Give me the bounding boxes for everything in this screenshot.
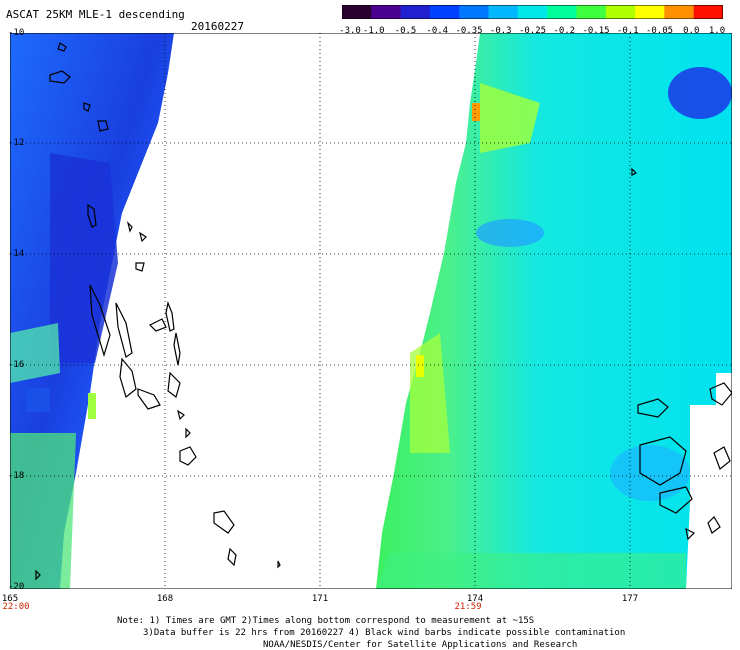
colorbar-segment — [429, 5, 460, 19]
colorbar-label: 0.0 — [683, 26, 700, 36]
colorbar-label: -0.5 — [394, 26, 417, 36]
lon-label: 165 — [1, 594, 19, 604]
lat-label: -18 — [8, 471, 25, 481]
colorbar-segment — [605, 5, 636, 19]
colorbar-label: -0.2 — [553, 26, 576, 36]
colorbar-segment — [342, 5, 372, 19]
lat-label: -14 — [8, 249, 25, 259]
map-graticule — [10, 33, 732, 589]
lon-label: 177 — [621, 594, 639, 604]
colorbar-label: -0.05 — [645, 26, 674, 36]
map-date: 20160227 — [191, 20, 244, 33]
footer-credit: NOAA/NESDIS/Center for Satellite Applica… — [263, 640, 578, 650]
colorbar-segment — [635, 5, 665, 19]
lon-label: 168 — [156, 594, 174, 604]
lon-label: 171 — [311, 594, 329, 604]
lat-label: -12 — [8, 138, 25, 148]
colorbar-segment — [576, 5, 607, 19]
colorbar-segment — [693, 5, 723, 19]
colorbar-label: -0.35 — [455, 26, 483, 36]
map-plot — [10, 33, 732, 589]
colorbar-label: -0.25 — [518, 26, 547, 36]
colorbar-label: -0.15 — [582, 26, 610, 36]
lat-label: -10 — [8, 28, 25, 38]
colorbar-label: -3.0 — [339, 26, 361, 36]
colorbar-segment — [459, 5, 490, 19]
colorbar-segment — [371, 5, 402, 19]
coastlines — [35, 42, 732, 581]
lat-label: -16 — [8, 360, 25, 370]
lon-label: 174 — [466, 594, 484, 604]
colorbar-segment — [547, 5, 577, 19]
colorbar-label: 1.0 — [708, 26, 726, 36]
colorbar-segment — [664, 5, 695, 19]
swath-right — [376, 33, 732, 589]
footer-note-2: 3)Data buffer is 22 hrs from 20160227 4)… — [143, 628, 626, 638]
colorbar-label: -0.3 — [489, 26, 512, 36]
colorbar-segment — [488, 5, 519, 19]
colorbar-segment — [517, 5, 548, 19]
map-title: ASCAT 25KM MLE-1 descending — [6, 8, 185, 21]
colorbar-label: -0.4 — [426, 26, 449, 36]
colorbar — [342, 5, 723, 19]
colorbar-label: -0.1 — [616, 26, 639, 36]
colorbar-label: -1.0 — [362, 26, 385, 36]
time-label: 21:59 — [454, 602, 482, 612]
time-label: 22:00 — [2, 602, 30, 612]
lat-label: -20 — [8, 582, 25, 592]
colorbar-segment — [400, 5, 431, 19]
footer-note-1: Note: 1) Times are GMT 2)Times along bot… — [117, 616, 535, 626]
